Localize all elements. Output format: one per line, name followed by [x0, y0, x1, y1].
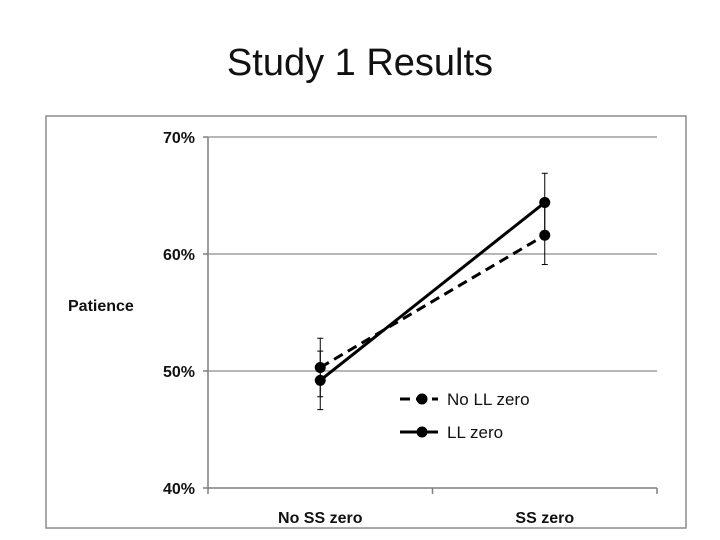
- gridlines: [208, 136, 657, 372]
- legend-marker: [416, 393, 428, 405]
- x-tick-label: SS zero: [515, 510, 574, 527]
- series-line: [319, 201, 546, 382]
- chart-frame: [45, 115, 687, 529]
- data-point: [314, 374, 326, 386]
- slide-title: Study 1 Results: [226, 42, 494, 84]
- data-point: [539, 197, 551, 209]
- x-tick-label: No SS zero: [278, 510, 363, 527]
- legend: No LL zero LL zero: [400, 390, 530, 442]
- legend-label: No LL zero: [447, 390, 530, 409]
- y-tick-labels: 40% 50% 60% 70%: [163, 130, 195, 498]
- legend-marker: [416, 426, 428, 438]
- series-ll-zero: [314, 172, 551, 411]
- x-tick-labels: No SS zero SS zero: [278, 510, 574, 527]
- y-tick-label: 50%: [163, 364, 195, 381]
- series-line: [319, 233, 546, 369]
- legend-label: LL zero: [447, 423, 503, 442]
- axes: [203, 136, 658, 494]
- y-tick-label: 60%: [163, 247, 195, 264]
- y-tick-label: 70%: [163, 130, 195, 147]
- data-point: [539, 229, 551, 241]
- y-axis-title: Patience: [68, 298, 134, 315]
- series: [314, 172, 551, 411]
- y-tick-label: 40%: [163, 481, 195, 498]
